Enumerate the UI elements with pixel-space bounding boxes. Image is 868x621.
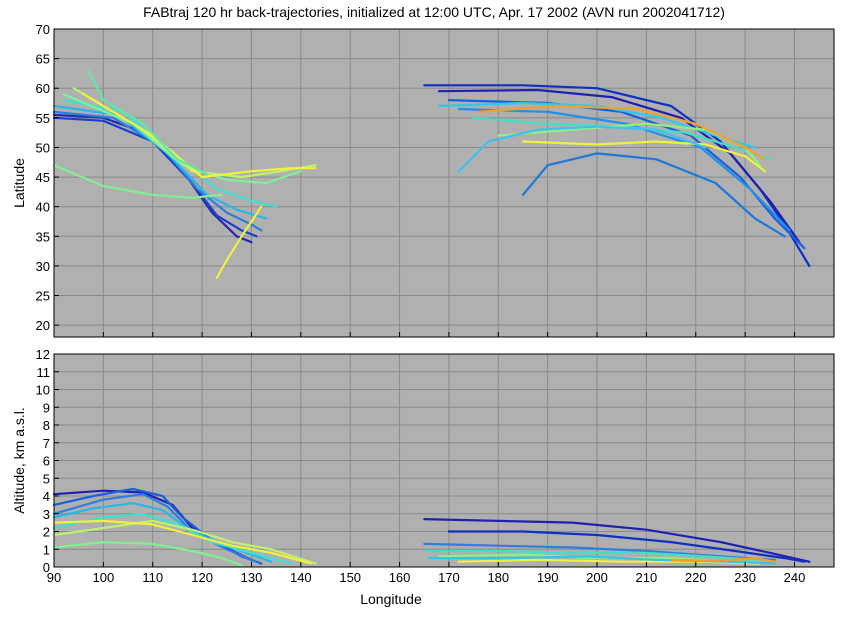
altitude-ylabel: Altitude, km a.s.l.: [11, 407, 27, 514]
altitude-xtick-label: 130: [241, 570, 263, 585]
map-trajectory-12: [438, 88, 801, 244]
altitude-xtick-label: 120: [191, 570, 213, 585]
map-ytick-label: 35: [36, 229, 50, 244]
altitude-xtick-label: 90: [47, 570, 61, 585]
altitude-xtick-label: 200: [586, 570, 608, 585]
altitude-xtick-label: 180: [487, 570, 509, 585]
map-ytick-label: 60: [36, 81, 50, 96]
altitude-ytick-label: 12: [36, 347, 50, 362]
map-ytick-label: 70: [36, 22, 50, 37]
altitude-xtick-label: 170: [438, 570, 460, 585]
map-trajectory-14: [457, 107, 791, 232]
chart-title: FABtraj 120 hr back-trajectories, initia…: [143, 4, 725, 20]
altitude-xtick-label: 190: [537, 570, 559, 585]
map-trajectory-8: [52, 164, 223, 199]
altitude-ytick-label: 6: [43, 454, 50, 469]
map-frame: [53, 28, 835, 338]
map-ytick-label: 45: [36, 170, 50, 185]
altitude-ytick-label: 8: [43, 418, 50, 433]
map-ytick-label: 65: [36, 52, 50, 67]
map-ytick-label: 25: [36, 289, 50, 304]
altitude-ytick-label: 4: [43, 489, 50, 504]
altitude-ytick-label: 10: [36, 383, 50, 398]
altitude-trajectory-14: [428, 555, 776, 565]
map-plot-area: [54, 29, 834, 337]
altitude-xtick-label: 230: [734, 570, 756, 585]
altitude-trajectory-8: [423, 518, 811, 563]
altitude-ytick-label: 1: [43, 542, 50, 557]
map-trajectory-2: [52, 110, 263, 232]
map-ytick-label: 55: [36, 111, 50, 126]
map-trajectory-20: [521, 152, 786, 238]
altitude-trajectory-4: [52, 512, 293, 565]
altitude-trajectory-11: [423, 549, 757, 561]
map-ylabel: Latitude: [11, 158, 27, 208]
altitude-xtick-label: 110: [142, 570, 163, 585]
map-trajectory-17: [497, 122, 761, 167]
altitude-trajectory-9: [447, 530, 806, 563]
map-ytick-label: 40: [36, 200, 50, 215]
map-trajectory-10: [87, 69, 209, 176]
altitude-trajectory-5: [52, 519, 317, 565]
altitude-xtick-label: 140: [290, 570, 312, 585]
altitude-trajectory-2: [52, 493, 258, 563]
altitude-ytick-label: 2: [43, 525, 50, 540]
altitude-xlabel: Longitude: [360, 591, 422, 607]
altitude-xtick-label: 210: [636, 570, 658, 585]
altitude-trajectory-7: [52, 541, 243, 567]
altitude-trajectory-10: [423, 542, 776, 561]
map-trajectory-18: [521, 140, 766, 173]
map-trajectory-19: [477, 104, 766, 161]
map-ytick-label: 50: [36, 140, 50, 155]
altitude-ytick-label: 0: [43, 560, 50, 575]
altitude-xtick-label: 100: [93, 570, 115, 585]
altitude-ytick-label: 3: [43, 507, 50, 522]
altitude-ytick-label: 5: [43, 471, 50, 486]
altitude-xtick-label: 220: [685, 570, 707, 585]
altitude-ytick-label: 11: [37, 365, 51, 380]
map-ytick-label: 20: [36, 318, 50, 333]
altitude-ytick-label: 9: [43, 400, 50, 415]
altitude-trajectory-15: [670, 557, 776, 563]
map-trajectory-7: [82, 93, 317, 179]
map-trajectory-21: [457, 125, 707, 173]
altitude-xtick-label: 150: [339, 570, 361, 585]
map-trajectory-9: [215, 205, 263, 279]
map-panel: 20 25 30 35 40 45 50 55 60 65 70 Latitude: [11, 22, 835, 338]
altitude-xtick-label: 240: [784, 570, 806, 585]
altitude-trajectory-6: [52, 519, 312, 565]
altitude-ytick-label: 7: [43, 436, 50, 451]
map-ytick-label: 30: [36, 259, 50, 274]
altitude-xtick-label: 160: [389, 570, 411, 585]
